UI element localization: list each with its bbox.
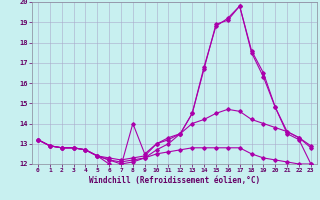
X-axis label: Windchill (Refroidissement éolien,°C): Windchill (Refroidissement éolien,°C): [89, 176, 260, 185]
